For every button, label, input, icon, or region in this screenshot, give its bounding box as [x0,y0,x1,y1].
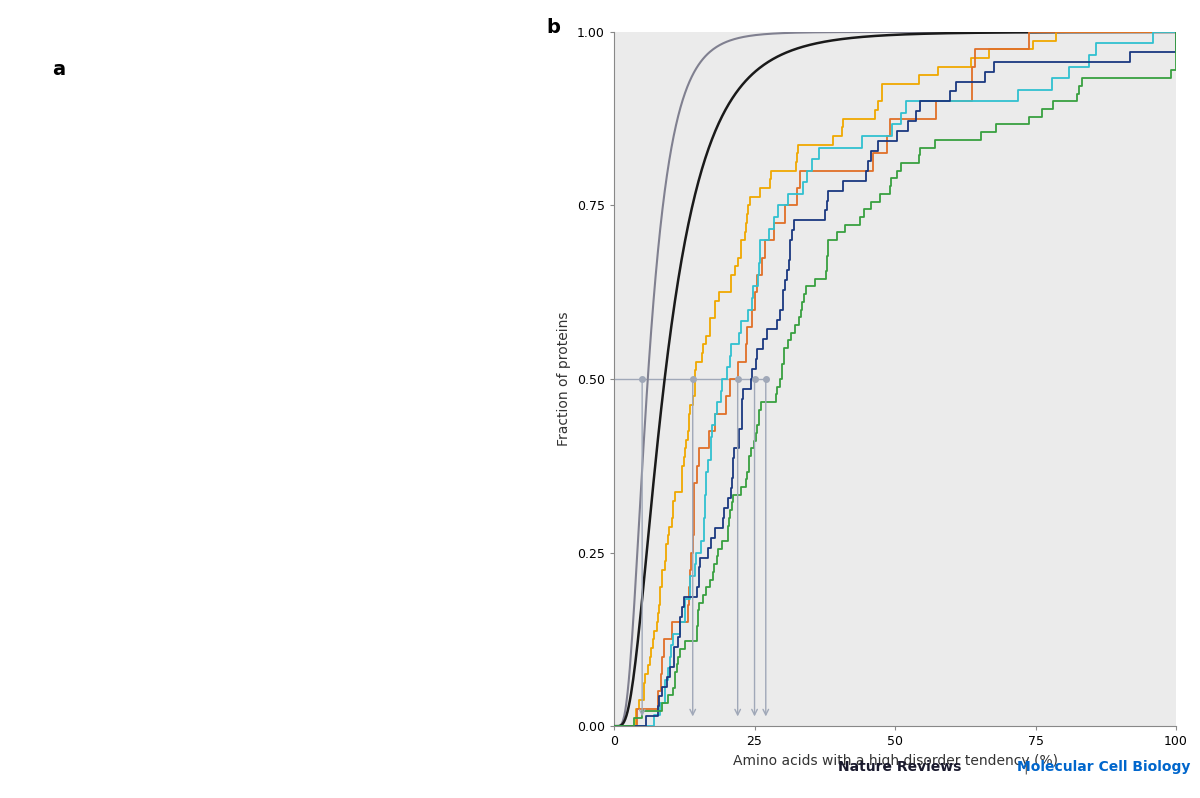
Y-axis label: Fraction of proteins: Fraction of proteins [558,312,571,446]
Text: b: b [547,18,560,37]
Text: Molecular Cell Biology: Molecular Cell Biology [1018,760,1190,774]
X-axis label: Amino acids with a high disorder tendency (%): Amino acids with a high disorder tendenc… [732,754,1057,768]
Text: |: | [1024,760,1028,774]
Text: Nature Reviews: Nature Reviews [839,760,961,774]
Text: a: a [52,60,65,79]
